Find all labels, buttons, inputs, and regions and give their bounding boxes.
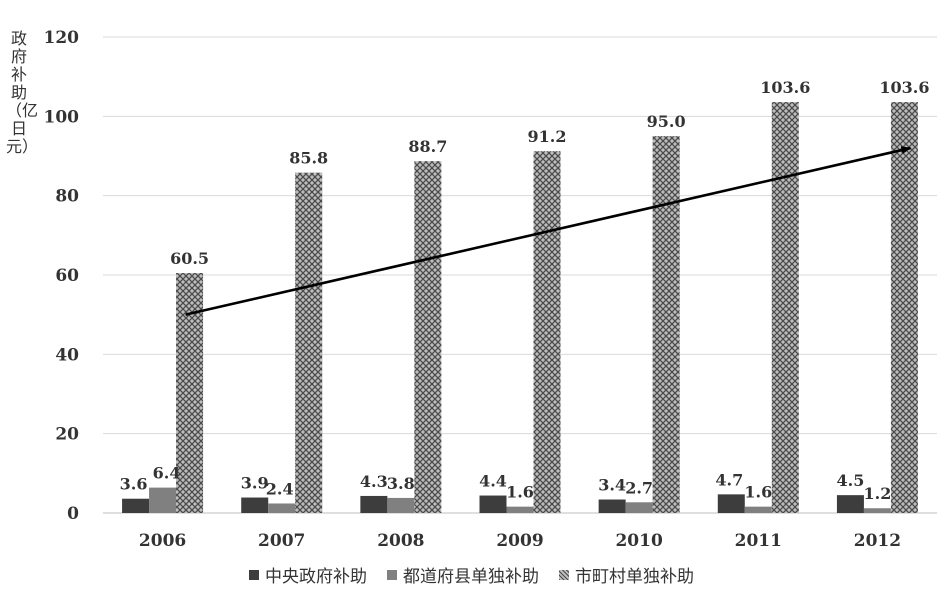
y-tick-label: 80 bbox=[55, 187, 79, 207]
data-label: 3.6 bbox=[120, 475, 148, 494]
x-tick-label: 2010 bbox=[615, 531, 662, 551]
bar-2008-series-1 bbox=[387, 497, 415, 513]
y-tick-label: 100 bbox=[44, 107, 80, 127]
data-label: 3.4 bbox=[598, 476, 626, 495]
data-label: 103.6 bbox=[760, 78, 810, 97]
y-tick-label: 120 bbox=[44, 28, 80, 48]
legend: 中央政府补助 都道府县单独补助 市町村单独补助 bbox=[0, 562, 943, 587]
bar-2008-series-0 bbox=[360, 495, 388, 513]
data-label: 3.9 bbox=[241, 474, 269, 493]
bar-2007-series-0 bbox=[241, 497, 269, 513]
bar-2011-series-1 bbox=[744, 506, 772, 513]
y-axis-label: 政府补助（亿日元） bbox=[6, 29, 39, 156]
bar-2006-series-1 bbox=[149, 487, 177, 513]
x-tick-label: 2009 bbox=[496, 531, 543, 551]
data-label: 88.7 bbox=[408, 137, 447, 156]
data-label: 4.4 bbox=[479, 472, 507, 491]
data-label: 91.2 bbox=[528, 127, 567, 146]
bar-2007-series-1 bbox=[268, 503, 296, 513]
bar-2012-series-2 bbox=[890, 102, 918, 513]
legend-item: 市町村单独补助 bbox=[559, 562, 694, 587]
bar-2010-series-0 bbox=[598, 499, 626, 513]
data-label: 1.6 bbox=[744, 483, 772, 502]
y-tick-label: 60 bbox=[55, 266, 79, 286]
bar-2012-series-1 bbox=[863, 508, 891, 513]
bar-2007-series-2 bbox=[295, 172, 323, 513]
y-tick-label: 0 bbox=[67, 504, 79, 524]
y-tick-label: 40 bbox=[55, 345, 79, 365]
data-label: 2.4 bbox=[266, 479, 294, 498]
legend-label: 市町村单独补助 bbox=[575, 567, 694, 587]
bar-2009-series-1 bbox=[506, 506, 534, 513]
legend-swatch bbox=[249, 569, 259, 580]
bar-2009-series-2 bbox=[533, 151, 561, 514]
legend-label: 中央政府补助 bbox=[265, 567, 367, 587]
data-label: 95.0 bbox=[647, 112, 686, 131]
bars bbox=[122, 102, 918, 514]
bar-2010-series-2 bbox=[652, 136, 680, 513]
bar-2006-series-0 bbox=[122, 498, 150, 513]
gridlines bbox=[103, 36, 937, 514]
data-label: 1.6 bbox=[506, 483, 534, 502]
legend-item: 中央政府补助 bbox=[249, 562, 367, 587]
data-label: 3.8 bbox=[387, 474, 415, 493]
bar-2011-series-2 bbox=[771, 102, 799, 513]
data-label: 1.2 bbox=[864, 484, 892, 503]
data-label: 4.3 bbox=[360, 472, 388, 491]
data-label: 4.5 bbox=[837, 471, 865, 490]
legend-swatch bbox=[387, 569, 397, 580]
data-label: 2.7 bbox=[625, 478, 653, 497]
x-tick-label: 2008 bbox=[377, 531, 424, 551]
annotations bbox=[185, 146, 912, 316]
y-tick-label: 20 bbox=[55, 425, 79, 445]
data-label: 4.7 bbox=[715, 470, 743, 489]
bar-2012-series-0 bbox=[836, 495, 864, 513]
x-tick-label: 2007 bbox=[258, 531, 305, 551]
bar-2009-series-0 bbox=[479, 495, 507, 513]
x-tick-label: 2006 bbox=[139, 531, 186, 551]
x-axis-ticks: 2006 2007 2008 2009 2010 2011 2012 bbox=[139, 531, 901, 551]
x-tick-label: 2011 bbox=[735, 531, 782, 551]
legend-swatch bbox=[559, 569, 569, 580]
trend-arrow bbox=[185, 146, 912, 316]
legend-item: 都道府县单独补助 bbox=[387, 562, 539, 587]
data-label: 60.5 bbox=[170, 249, 209, 268]
data-label: 6.4 bbox=[153, 464, 181, 483]
y-axis-ticks: 0 20 40 60 80 100 120 bbox=[44, 28, 80, 524]
data-label: 85.8 bbox=[289, 149, 328, 168]
data-labels: 3.66.460.53.92.485.84.3 3.888.74.41.691.2… bbox=[120, 78, 930, 503]
bar-2011-series-0 bbox=[717, 494, 745, 513]
data-label: 103.6 bbox=[879, 78, 929, 97]
bar-2008-series-2 bbox=[414, 161, 442, 513]
legend-label: 都道府县单独补助 bbox=[403, 567, 539, 587]
bar-2010-series-1 bbox=[625, 502, 653, 513]
x-tick-label: 2012 bbox=[854, 531, 901, 551]
